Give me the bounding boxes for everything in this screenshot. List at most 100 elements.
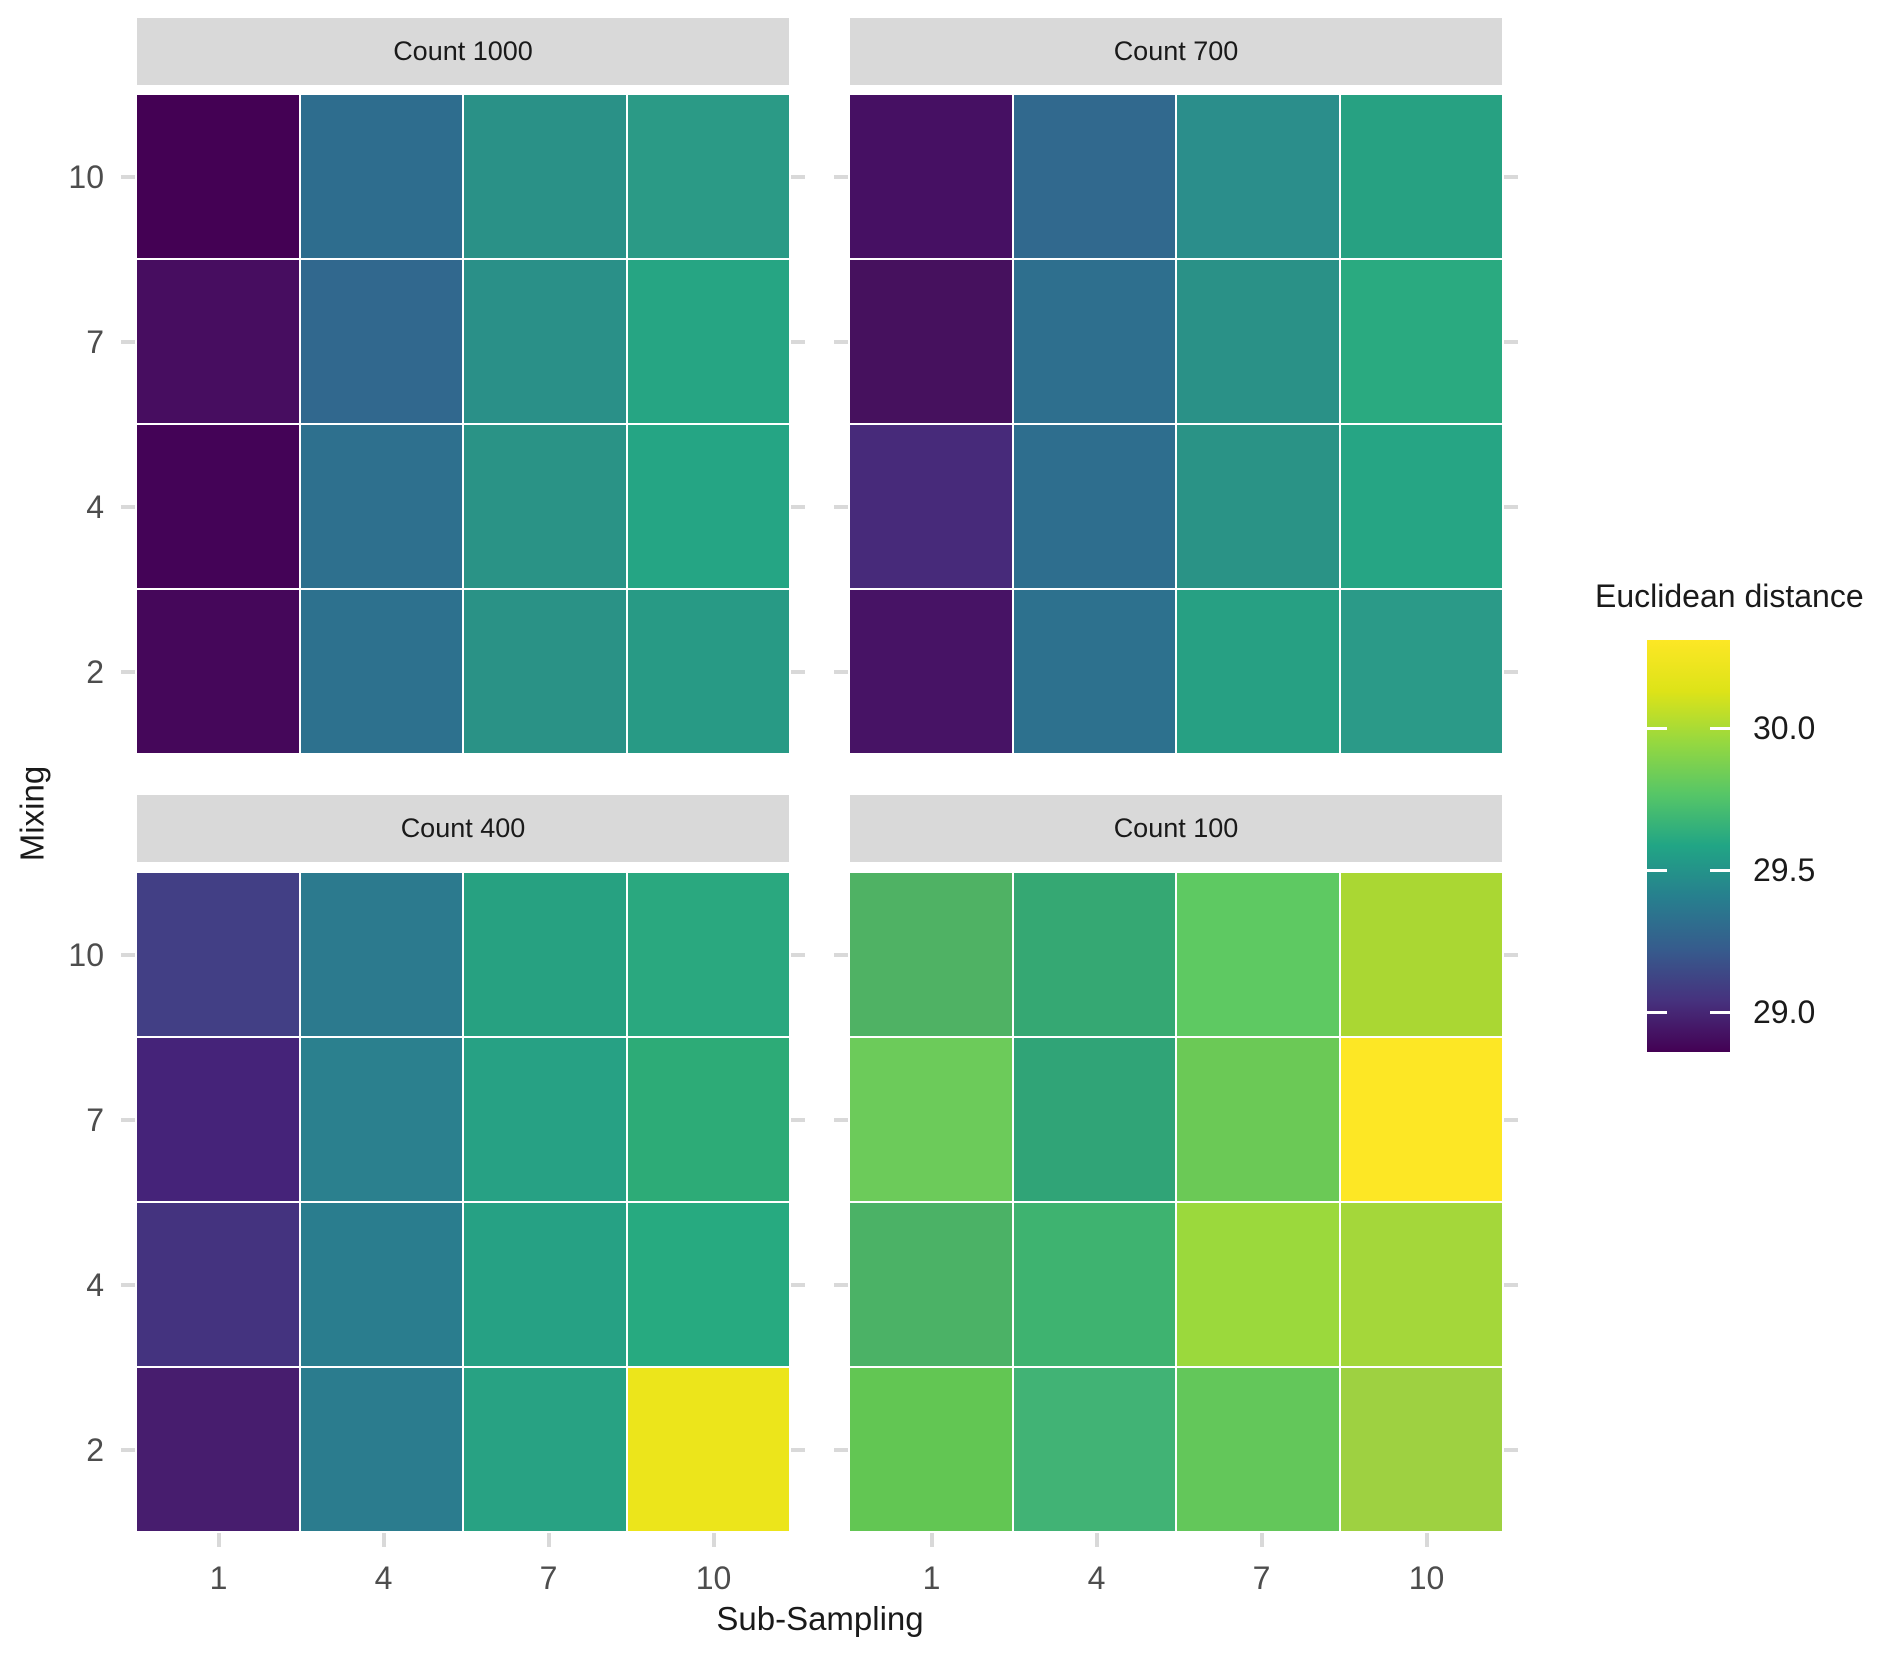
facet-strip-label: Count 400 — [400, 813, 526, 843]
heatmap-cell — [464, 425, 626, 588]
heatmap-cell — [464, 1368, 626, 1531]
heatmap-cell — [464, 1038, 626, 1201]
heatmap-cell — [850, 590, 1012, 753]
axis-tick — [1504, 504, 1518, 509]
facet-strip: Count 700 — [850, 18, 1502, 85]
axis-tick — [121, 504, 135, 509]
heatmap-cell — [300, 873, 462, 1036]
x-axis-title: Sub-Sampling — [716, 1600, 924, 1637]
axis-tick — [1424, 1533, 1429, 1547]
x-tick-label: 10 — [1408, 1560, 1445, 1596]
heatmap-cell — [300, 590, 462, 753]
heatmap-cell — [137, 590, 299, 753]
axis-tick — [1259, 1533, 1264, 1547]
y-tick-label: 4 — [86, 488, 104, 525]
axis-tick — [791, 1117, 805, 1122]
legend-colorbar — [1647, 640, 1730, 1052]
heatmap-cell — [1013, 95, 1175, 258]
heatmap-panel — [850, 873, 1502, 1531]
heatmap-cell — [464, 873, 626, 1036]
x-tick-label: 4 — [1087, 1560, 1106, 1596]
x-tick-label: 10 — [695, 1560, 732, 1596]
axis-tick — [834, 339, 848, 344]
axis-tick — [834, 1117, 848, 1122]
heatmap-cell — [1340, 1038, 1502, 1201]
axis-tick — [791, 174, 805, 179]
heatmap-cell — [627, 425, 789, 588]
y-tick-label: 7 — [86, 1101, 104, 1138]
heatmap-cell — [137, 425, 299, 588]
legend-colorbar-tick — [1710, 869, 1730, 873]
axis-tick — [1094, 1533, 1099, 1547]
axis-tick — [1504, 1447, 1518, 1452]
heatmap-cell — [627, 1203, 789, 1366]
heatmap-cell — [850, 260, 1012, 423]
heatmap-cell — [137, 1038, 299, 1201]
axis-tick — [929, 1533, 934, 1547]
heatmap-cell — [850, 425, 1012, 588]
heatmap-cell — [1340, 260, 1502, 423]
heatmap-cell — [1340, 1368, 1502, 1531]
axis-tick — [121, 1282, 135, 1287]
heatmap-cell — [1340, 1203, 1502, 1366]
legend-title: Euclidean distance — [1595, 578, 1864, 614]
heatmap-cell — [850, 1203, 1012, 1366]
y-tick-label: 4 — [86, 1266, 104, 1303]
legend-colorbar-tick — [1710, 727, 1730, 731]
axis-tick — [1504, 952, 1518, 957]
facet-strip-label: Count 1000 — [393, 36, 533, 66]
legend-tick-label: 29.5 — [1753, 852, 1816, 888]
x-tick-label: 1 — [922, 1560, 941, 1596]
axis-tick — [791, 504, 805, 509]
heatmap-cell — [627, 95, 789, 258]
heatmap-cell — [1177, 1203, 1339, 1366]
legend-tick-label: 29.0 — [1753, 994, 1816, 1030]
axis-tick — [1504, 1282, 1518, 1287]
axis-tick — [1504, 174, 1518, 179]
heatmap-cell — [1177, 425, 1339, 588]
axis-tick — [791, 669, 805, 674]
facet-strip: Count 400 — [137, 795, 789, 862]
heatmap-cell — [300, 1203, 462, 1366]
heatmap-cell — [1340, 873, 1502, 1036]
heatmap-panel — [850, 95, 1502, 753]
axis-tick — [381, 1533, 386, 1547]
axis-tick — [216, 1533, 221, 1547]
heatmap-cell — [627, 1038, 789, 1201]
heatmap-cell — [464, 260, 626, 423]
heatmap-cell — [300, 1368, 462, 1531]
axis-tick — [121, 339, 135, 344]
legend-colorbar-tick — [1647, 727, 1667, 731]
heatmap-cell — [627, 1368, 789, 1531]
heatmap-cell — [300, 95, 462, 258]
legend-colorbar-tick — [1647, 869, 1667, 873]
heatmap-cell — [1177, 1368, 1339, 1531]
axis-tick — [711, 1533, 716, 1547]
heatmap-cell — [1013, 1368, 1175, 1531]
x-tick-label: 7 — [1252, 1560, 1271, 1596]
axis-tick — [1504, 669, 1518, 674]
heatmap-cell — [464, 590, 626, 753]
heatmap-cell — [1340, 425, 1502, 588]
y-tick-label: 2 — [86, 1431, 104, 1468]
heatmap-cell — [850, 95, 1012, 258]
heatmap-cell — [1177, 95, 1339, 258]
heatmap-cell — [1013, 590, 1175, 753]
axis-tick — [791, 1447, 805, 1452]
x-tick-label: 7 — [539, 1560, 558, 1596]
heatmap-cell — [464, 95, 626, 258]
facet-strip: Count 100 — [850, 795, 1502, 862]
heatmap-cell — [137, 1203, 299, 1366]
heatmap-cell — [1013, 425, 1175, 588]
axis-tick — [121, 952, 135, 957]
heatmap-cell — [1177, 1038, 1339, 1201]
facet-strip-label: Count 100 — [1113, 813, 1239, 843]
heatmap-cell — [464, 1203, 626, 1366]
legend-tick-label: 30.0 — [1753, 710, 1816, 746]
axis-tick — [546, 1533, 551, 1547]
heatmap-panel — [137, 873, 789, 1531]
axis-tick — [791, 952, 805, 957]
axis-tick — [834, 1447, 848, 1452]
heatmap-cell — [627, 873, 789, 1036]
axis-tick — [791, 1282, 805, 1287]
